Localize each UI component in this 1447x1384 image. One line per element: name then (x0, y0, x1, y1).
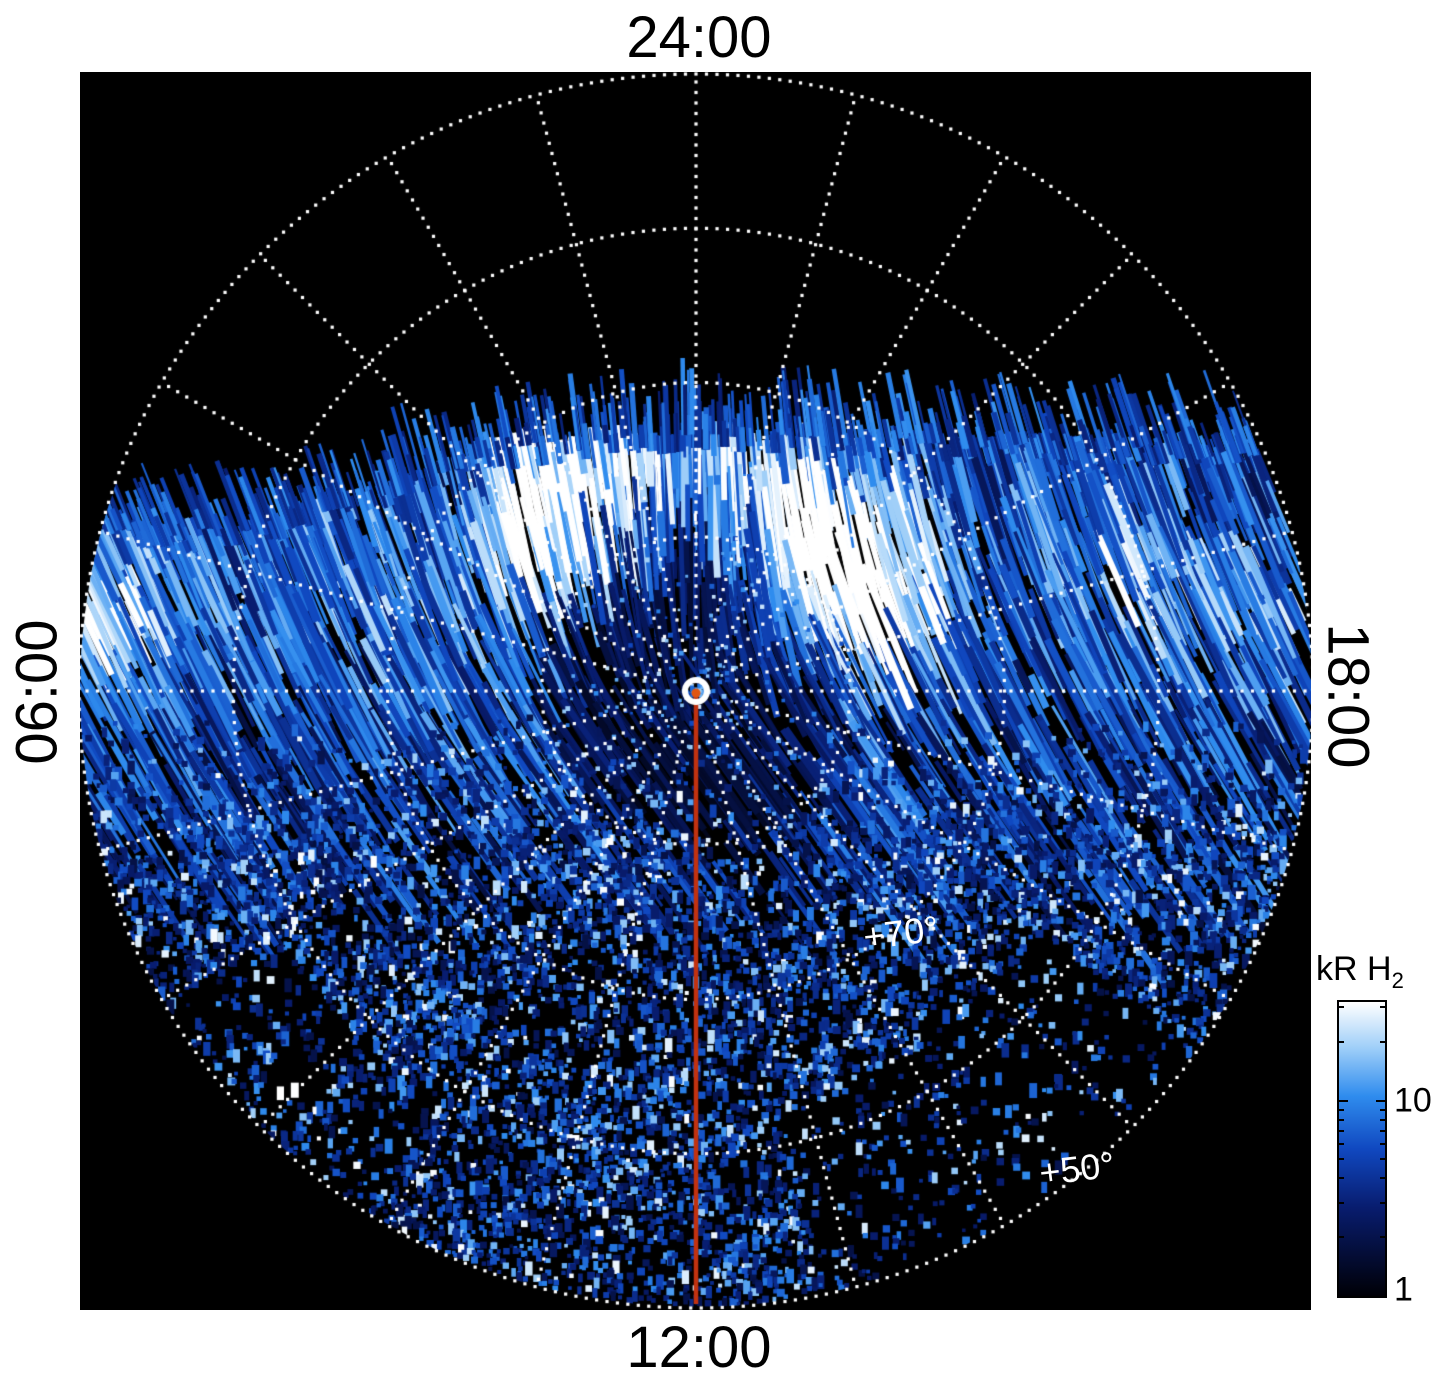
colorbar-tick (1380, 1118, 1385, 1121)
mlt-label-midnight: 24:00 (626, 5, 772, 70)
colorbar-tick (1339, 1236, 1344, 1239)
colorbar-tick (1339, 1143, 1344, 1145)
colorbar-tick (1380, 1040, 1385, 1043)
colorbar-tick (1339, 1118, 1344, 1121)
colorbar-tick (1380, 1158, 1385, 1161)
colorbar-tick (1380, 1006, 1385, 1009)
colorbar-title-text: kR H (1316, 950, 1392, 988)
colorbar-title: kR H2 (1316, 950, 1404, 994)
colorbar-tick (1380, 1201, 1385, 1204)
colorbar-title-subscript: 2 (1391, 967, 1404, 993)
colorbar-tick-label: 10 (1394, 1081, 1432, 1120)
colorbar-tick (1339, 1099, 1348, 1102)
colorbar-tick (1339, 1158, 1344, 1161)
colorbar-tick (1339, 1040, 1344, 1043)
colorbar-tick (1339, 1006, 1344, 1009)
mlt-label-noon: 12:00 (626, 1315, 772, 1380)
colorbar-tick (1339, 1177, 1344, 1180)
colorbar-tick (1339, 1201, 1344, 1204)
colorbar-tick-label: 1 (1394, 1270, 1413, 1309)
colorbar-tick (1380, 1236, 1385, 1239)
plot-area (80, 72, 1311, 1310)
colorbar-tick (1380, 1177, 1385, 1180)
colorbar-tick (1339, 1108, 1344, 1111)
colorbar-tick (1339, 1129, 1344, 1132)
colorbar-tick (1380, 1129, 1385, 1132)
mlt-label-dawn: 06:00 (4, 619, 70, 765)
mlt-label-dusk: 18:00 (1315, 623, 1381, 769)
aurora-polar-map-canvas (80, 72, 1311, 1310)
colorbar-gradient (1337, 1000, 1387, 1298)
colorbar-tick (1376, 1099, 1385, 1102)
colorbar-tick (1380, 1108, 1385, 1111)
colorbar-tick (1380, 1143, 1385, 1145)
